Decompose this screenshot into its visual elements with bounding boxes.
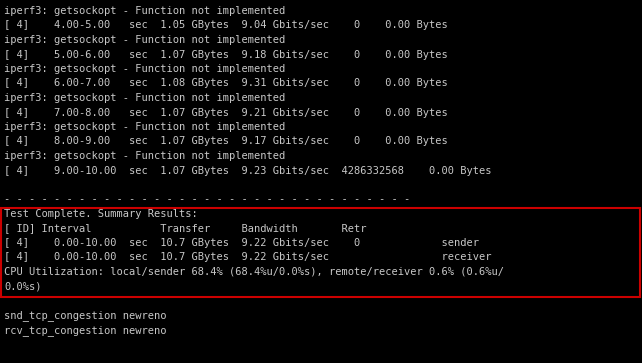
Text: iperf3: getsockopt - Function not implemented: iperf3: getsockopt - Function not implem… [4,93,285,103]
Text: [ 4]    0.00-10.00  sec  10.7 GBytes  9.22 Gbits/sec                  receiver: [ 4] 0.00-10.00 sec 10.7 GBytes 9.22 Gbi… [4,253,492,262]
Text: iperf3: getsockopt - Function not implemented: iperf3: getsockopt - Function not implem… [4,151,285,161]
Text: [ 4]    0.00-10.00  sec  10.7 GBytes  9.22 Gbits/sec    0             sender: [ 4] 0.00-10.00 sec 10.7 GBytes 9.22 Gbi… [4,238,479,248]
Text: Test Complete. Summary Results:: Test Complete. Summary Results: [4,209,198,219]
Text: iperf3: getsockopt - Function not implemented: iperf3: getsockopt - Function not implem… [4,122,285,132]
Text: [ 4]    4.00-5.00   sec  1.05 GBytes  9.04 Gbits/sec    0    0.00 Bytes: [ 4] 4.00-5.00 sec 1.05 GBytes 9.04 Gbit… [4,20,447,30]
Text: [ 4]    5.00-6.00   sec  1.07 GBytes  9.18 Gbits/sec    0    0.00 Bytes: [ 4] 5.00-6.00 sec 1.07 GBytes 9.18 Gbit… [4,49,447,60]
Text: [ ID] Interval           Transfer     Bandwidth       Retr: [ ID] Interval Transfer Bandwidth Retr [4,224,367,233]
Text: iperf3: getsockopt - Function not implemented: iperf3: getsockopt - Function not implem… [4,6,285,16]
Text: rcv_tcp_congestion newreno: rcv_tcp_congestion newreno [4,325,166,336]
Text: [ 4]    9.00-10.00  sec  1.07 GBytes  9.23 Gbits/sec  4286332568    0.00 Bytes: [ 4] 9.00-10.00 sec 1.07 GBytes 9.23 Gbi… [4,166,492,175]
Text: iperf3: getsockopt - Function not implemented: iperf3: getsockopt - Function not implem… [4,35,285,45]
Text: [ 4]    8.00-9.00   sec  1.07 GBytes  9.17 Gbits/sec    0    0.00 Bytes: [ 4] 8.00-9.00 sec 1.07 GBytes 9.17 Gbit… [4,136,447,147]
Text: - - - - - - - - - - - - - - - - - - - - - - - - - - - - - - - - -: - - - - - - - - - - - - - - - - - - - - … [4,195,410,204]
Text: 0.0%s): 0.0%s) [4,281,42,291]
Text: [ 4]    6.00-7.00   sec  1.08 GBytes  9.31 Gbits/sec    0    0.00 Bytes: [ 4] 6.00-7.00 sec 1.08 GBytes 9.31 Gbit… [4,78,447,89]
Text: snd_tcp_congestion newreno: snd_tcp_congestion newreno [4,310,166,321]
Text: [ 4]    7.00-8.00   sec  1.07 GBytes  9.21 Gbits/sec    0    0.00 Bytes: [ 4] 7.00-8.00 sec 1.07 GBytes 9.21 Gbit… [4,107,447,118]
Text: CPU Utilization: local/sender 68.4% (68.4%u/0.0%s), remote/receiver 0.6% (0.6%u/: CPU Utilization: local/sender 68.4% (68.… [4,267,504,277]
Text: iperf3: getsockopt - Function not implemented: iperf3: getsockopt - Function not implem… [4,64,285,74]
Bar [1,208,640,297]
